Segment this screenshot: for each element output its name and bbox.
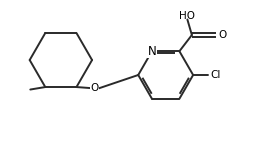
Text: Cl: Cl bbox=[211, 70, 221, 80]
Text: HO: HO bbox=[179, 11, 195, 21]
Text: N: N bbox=[148, 45, 156, 58]
Text: O: O bbox=[90, 83, 99, 93]
Text: O: O bbox=[218, 30, 226, 40]
